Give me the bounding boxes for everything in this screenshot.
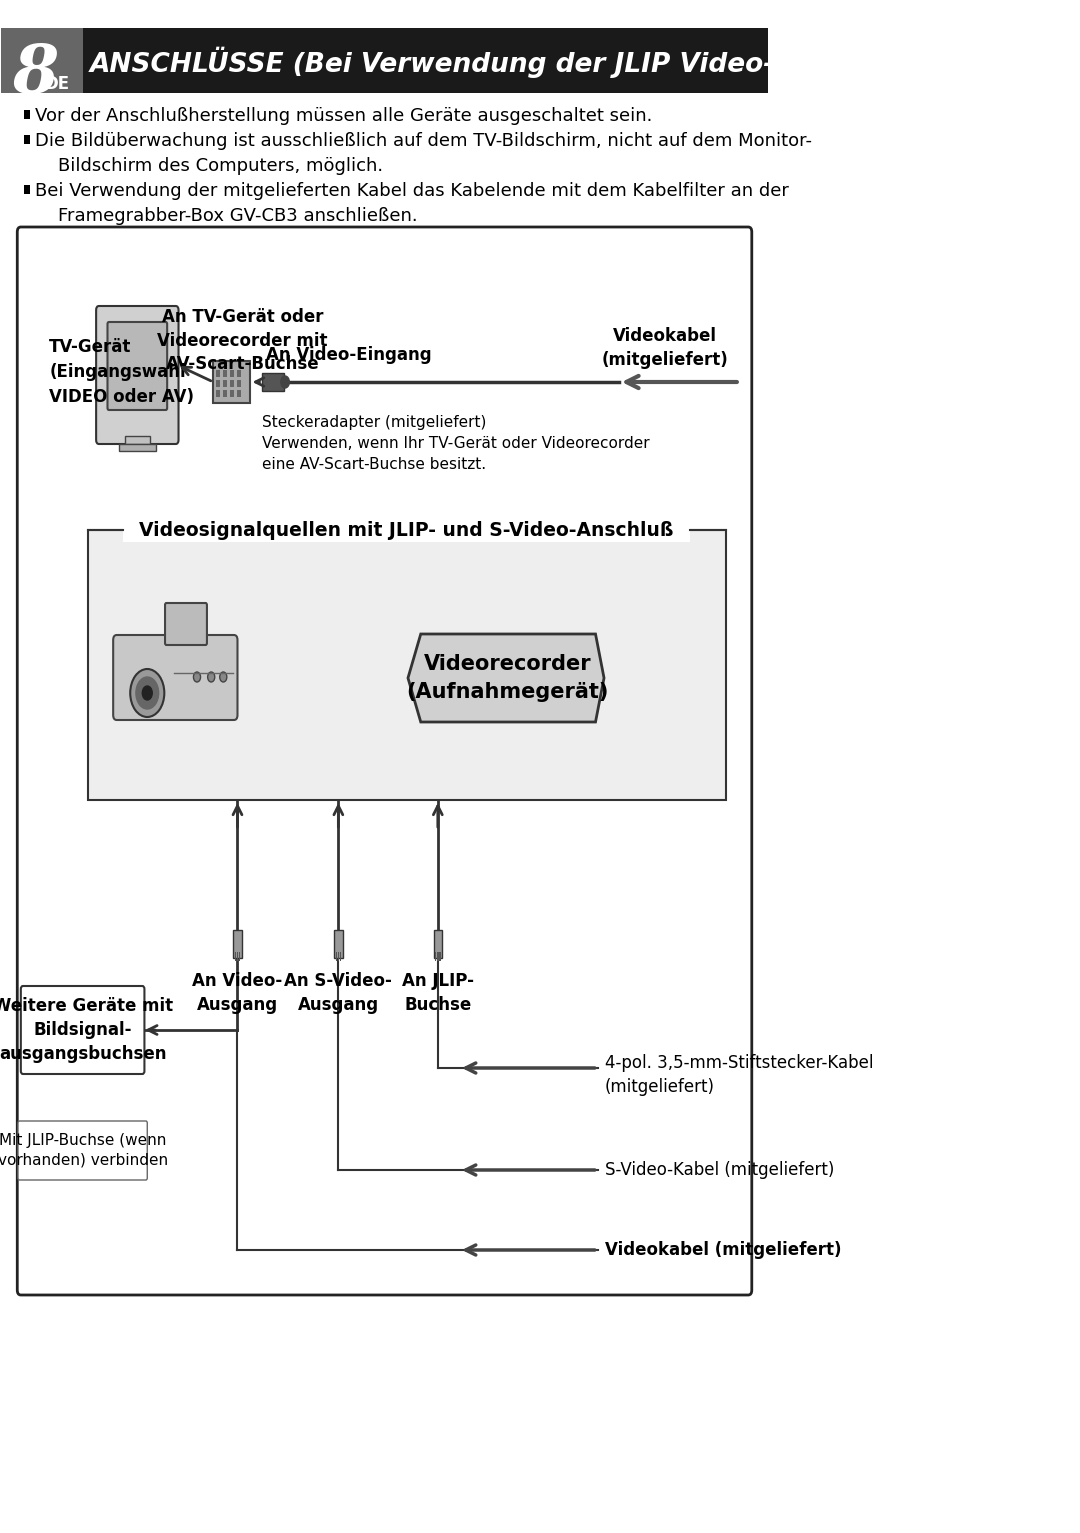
Bar xyxy=(124,435,150,445)
Bar xyxy=(340,952,341,961)
Circle shape xyxy=(136,678,159,708)
Text: Bildschirm des Computers, möglich.: Bildschirm des Computers, möglich. xyxy=(35,156,383,175)
FancyBboxPatch shape xyxy=(96,307,178,445)
Circle shape xyxy=(281,376,289,388)
FancyBboxPatch shape xyxy=(17,227,752,1295)
Bar xyxy=(230,380,234,386)
Bar xyxy=(435,952,436,961)
Bar xyxy=(230,369,234,377)
Text: An Video-
Ausgang: An Video- Ausgang xyxy=(192,972,283,1013)
Bar xyxy=(234,952,237,961)
Bar xyxy=(24,135,30,144)
Text: Videokabel
(mitgeliefert): Videokabel (mitgeliefert) xyxy=(602,327,729,369)
Bar xyxy=(440,952,441,961)
Bar xyxy=(224,369,227,377)
Circle shape xyxy=(193,671,201,682)
Text: An JLIP-
Buchse: An JLIP- Buchse xyxy=(402,972,474,1013)
Text: S-Video-Kabel (mitgeliefert): S-Video-Kabel (mitgeliefert) xyxy=(605,1160,834,1179)
Bar xyxy=(233,931,242,958)
Bar xyxy=(213,360,249,403)
Bar xyxy=(24,110,30,120)
Text: Bei Verwendung der mitgelieferten Kabel das Kabelende mit dem Kabelfilter an der: Bei Verwendung der mitgelieferten Kabel … xyxy=(35,182,788,199)
Circle shape xyxy=(207,671,215,682)
Bar xyxy=(338,952,339,961)
Text: 8: 8 xyxy=(12,41,58,106)
Bar xyxy=(437,952,438,961)
FancyBboxPatch shape xyxy=(21,986,145,1075)
Bar xyxy=(237,952,239,961)
Text: Weitere Geräte mit
Bildsignal-
ausgangsbuchsen: Weitere Geräte mit Bildsignal- ausgangsb… xyxy=(0,998,173,1062)
Bar xyxy=(230,389,234,397)
Bar xyxy=(262,373,284,391)
Bar xyxy=(123,518,690,543)
Bar xyxy=(238,389,241,397)
Bar xyxy=(239,952,241,961)
Bar xyxy=(238,380,241,386)
Circle shape xyxy=(219,671,227,682)
Bar xyxy=(24,185,30,195)
Bar xyxy=(1,28,83,94)
Bar xyxy=(224,380,227,386)
Text: Videokabel (mitgeliefert): Videokabel (mitgeliefert) xyxy=(605,1242,841,1259)
Polygon shape xyxy=(408,635,604,722)
Text: 4-pol. 3,5-mm-Stiftstecker-Kabel
(mitgeliefert): 4-pol. 3,5-mm-Stiftstecker-Kabel (mitgel… xyxy=(605,1055,874,1096)
Text: Steckeradapter (mitgeliefert)
Verwenden, wenn Ihr TV-Gerät oder Videorecorder
ei: Steckeradapter (mitgeliefert) Verwenden,… xyxy=(262,415,650,472)
Bar xyxy=(216,369,219,377)
Circle shape xyxy=(143,685,152,701)
Bar xyxy=(216,380,219,386)
Bar xyxy=(224,389,227,397)
FancyBboxPatch shape xyxy=(165,602,207,645)
Text: Die Bildüberwachung ist ausschließlich auf dem TV-Bildschirm, nicht auf dem Moni: Die Bildüberwachung ist ausschließlich a… xyxy=(35,132,812,150)
Bar xyxy=(238,369,241,377)
Text: An Video-Eingang: An Video-Eingang xyxy=(266,346,432,363)
Text: An S-Video-
Ausgang: An S-Video- Ausgang xyxy=(284,972,392,1013)
Text: TV-Gerät
(Eingangswahl
VIDEO oder AV): TV-Gerät (Eingangswahl VIDEO oder AV) xyxy=(50,337,194,406)
FancyBboxPatch shape xyxy=(113,635,238,721)
Bar xyxy=(119,445,156,451)
Circle shape xyxy=(131,668,164,717)
Bar xyxy=(336,952,337,961)
Text: Videorecorder
(Aufnahmegerät): Videorecorder (Aufnahmegerät) xyxy=(406,655,609,702)
Text: Videosignalquellen mit JLIP- und S-Video-Anschluß: Videosignalquellen mit JLIP- und S-Video… xyxy=(139,521,674,540)
Text: DE: DE xyxy=(45,75,70,94)
Text: Vor der Anschlußherstellung müssen alle Geräte ausgeschaltet sein.: Vor der Anschlußherstellung müssen alle … xyxy=(35,107,652,126)
FancyBboxPatch shape xyxy=(108,322,167,409)
Text: Mit JLIP-Buchse (wenn
vorhanden) verbinden: Mit JLIP-Buchse (wenn vorhanden) verbind… xyxy=(0,1133,167,1168)
Bar xyxy=(433,931,442,958)
Bar xyxy=(87,530,726,800)
Bar xyxy=(216,389,219,397)
Bar xyxy=(1,28,768,94)
Bar xyxy=(334,931,342,958)
Text: ANSCHLÜSSE (Bei Verwendung der JLIP Video-Framegrabber-Software): ANSCHLÜSSE (Bei Verwendung der JLIP Vide… xyxy=(90,46,1080,78)
FancyBboxPatch shape xyxy=(18,1121,147,1180)
Text: An TV-Gerät oder
Videorecorder mit
AV-Scart-Buchse: An TV-Gerät oder Videorecorder mit AV-Sc… xyxy=(158,308,327,373)
Text: Framegrabber-Box GV-CB3 anschließen.: Framegrabber-Box GV-CB3 anschließen. xyxy=(35,207,418,225)
